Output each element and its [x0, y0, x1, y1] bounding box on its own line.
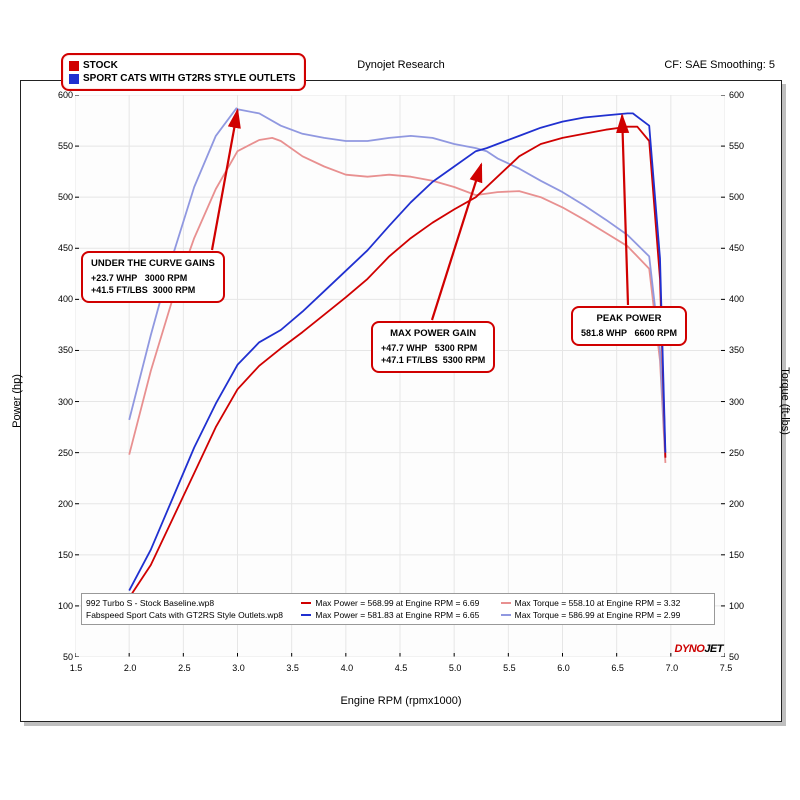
y-tick-right: 600: [729, 90, 747, 100]
legend-line-swatch: [301, 602, 311, 604]
x-tick: 7.0: [666, 663, 679, 673]
legend-swatch: [69, 61, 79, 71]
y-tick-left: 250: [55, 448, 73, 458]
legend-text: 992 Turbo S - Stock Baseline.wp8: [86, 597, 214, 609]
series-legend: STOCKSPORT CATS WITH GT2RS STYLE OUTLETS: [61, 53, 306, 91]
y-tick-left: 600: [55, 90, 73, 100]
callout-title: PEAK POWER: [581, 313, 677, 325]
y-tick-right: 200: [729, 499, 747, 509]
legend-row: STOCK: [69, 59, 296, 72]
legend-label: SPORT CATS WITH GT2RS STYLE OUTLETS: [83, 72, 296, 85]
y-tick-left: 50: [55, 652, 73, 662]
legend-cell: Max Power = 581.83 at Engine RPM = 6.65: [301, 609, 494, 621]
chart-container: Dynojet Research CF: SAE Smoothing: 5 ST…: [20, 80, 782, 722]
x-tick: 3.5: [286, 663, 299, 673]
x-tick: 5.5: [503, 663, 516, 673]
x-axis-label: Engine RPM (rpmx1000): [21, 695, 781, 707]
y-tick-right: 50: [729, 652, 747, 662]
legend-cell: Max Torque = 558.10 at Engine RPM = 3.32: [501, 597, 710, 609]
y-tick-left: 550: [55, 141, 73, 151]
y-tick-left: 300: [55, 397, 73, 407]
plot-svg: [75, 95, 725, 657]
callout-peak-power: PEAK POWER 581.8 WHP 6600 RPM: [571, 306, 687, 346]
legend-text: Fabspeed Sport Cats with GT2RS Style Out…: [86, 609, 283, 621]
y-axis-label-right: Torque (ft-lbs): [779, 367, 791, 435]
y-tick-right: 300: [729, 397, 747, 407]
legend-text: Max Power = 581.83 at Engine RPM = 6.65: [315, 609, 479, 621]
logo-red: DYNO: [675, 643, 705, 655]
x-tick: 2.5: [178, 663, 191, 673]
x-tick: 1.5: [70, 663, 83, 673]
y-tick-left: 350: [55, 345, 73, 355]
y-tick-right: 500: [729, 192, 747, 202]
x-tick: 2.0: [124, 663, 137, 673]
y-tick-right: 250: [729, 448, 747, 458]
x-tick: 6.5: [611, 663, 624, 673]
y-axis-label-left: Power (hp): [11, 374, 23, 428]
file-data-legend: 992 Turbo S - Stock Baseline.wp8 Max Powe…: [81, 593, 715, 625]
y-tick-right: 450: [729, 243, 747, 253]
y-tick-right: 150: [729, 550, 747, 560]
y-tick-left: 450: [55, 243, 73, 253]
legend-cell: Max Torque = 586.99 at Engine RPM = 2.99: [501, 609, 710, 621]
legend-cell: Max Power = 568.99 at Engine RPM = 6.69: [301, 597, 494, 609]
x-tick: 3.0: [232, 663, 245, 673]
plot-area: [75, 95, 725, 657]
y-tick-left: 150: [55, 550, 73, 560]
legend-text: Max Torque = 586.99 at Engine RPM = 2.99: [515, 609, 681, 621]
callout-title: MAX POWER GAIN: [381, 328, 485, 340]
legend-swatch: [69, 74, 79, 84]
callout-line: +47.7 WHP 5300 RPM: [381, 342, 485, 354]
legend-text: Max Torque = 558.10 at Engine RPM = 3.32: [515, 597, 681, 609]
legend-text: Max Power = 568.99 at Engine RPM = 6.69: [315, 597, 479, 609]
legend-line-swatch: [501, 614, 511, 616]
callout-title: UNDER THE CURVE GAINS: [91, 258, 215, 270]
dynojet-logo: DYNOJET: [675, 643, 723, 655]
y-tick-left: 100: [55, 601, 73, 611]
legend-line-swatch: [301, 614, 311, 616]
legend-cell: Fabspeed Sport Cats with GT2RS Style Out…: [86, 609, 295, 621]
y-tick-right: 550: [729, 141, 747, 151]
y-tick-left: 400: [55, 294, 73, 304]
x-tick: 5.0: [449, 663, 462, 673]
x-tick: 4.5: [395, 663, 408, 673]
y-tick-right: 100: [729, 601, 747, 611]
legend-row: SPORT CATS WITH GT2RS STYLE OUTLETS: [69, 72, 296, 85]
callout-under-curve: UNDER THE CURVE GAINS +23.7 WHP 3000 RPM+…: [81, 251, 225, 303]
legend-label: STOCK: [83, 59, 118, 72]
y-tick-left: 500: [55, 192, 73, 202]
x-tick: 4.0: [341, 663, 354, 673]
callout-line: 581.8 WHP 6600 RPM: [581, 327, 677, 339]
x-tick: 6.0: [557, 663, 570, 673]
callout-line: +47.1 FT/LBS 5300 RPM: [381, 354, 485, 366]
cf-label: CF: SAE Smoothing: 5: [664, 59, 775, 71]
y-tick-right: 400: [729, 294, 747, 304]
y-tick-right: 350: [729, 345, 747, 355]
x-tick: 7.5: [720, 663, 733, 673]
callout-max-power-gain: MAX POWER GAIN +47.7 WHP 5300 RPM+47.1 FT…: [371, 321, 495, 373]
callout-line: +41.5 FT/LBS 3000 RPM: [91, 284, 215, 296]
logo-black: JET: [704, 643, 723, 655]
legend-cell: 992 Turbo S - Stock Baseline.wp8: [86, 597, 295, 609]
legend-line-swatch: [501, 602, 511, 604]
callout-line: +23.7 WHP 3000 RPM: [91, 272, 215, 284]
y-tick-left: 200: [55, 499, 73, 509]
